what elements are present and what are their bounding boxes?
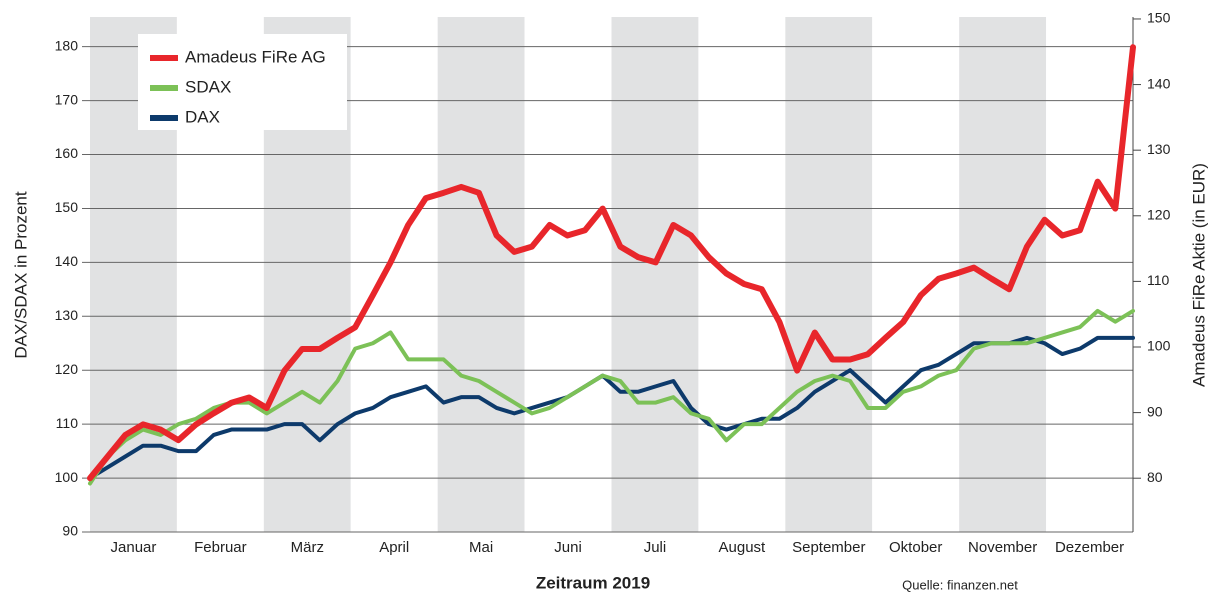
y2-axis-label: Amadeus FiRe Aktie (in EUR)	[1189, 163, 1208, 387]
x-axis-label: Zeitraum 2019	[536, 573, 650, 592]
month-band	[698, 17, 786, 532]
line-series	[88, 308, 1135, 486]
legend-label: Amadeus FiRe AG	[185, 47, 326, 66]
x-tick-label: Juli	[644, 539, 667, 556]
y2-tick-label: 100	[1147, 338, 1171, 354]
y-axis-label: DAX/SDAX in Prozent	[11, 191, 30, 359]
y2-tick-label: 130	[1147, 141, 1171, 157]
y-tick-label: 120	[55, 361, 79, 377]
month-band	[524, 17, 612, 532]
month-band	[611, 17, 699, 532]
month-band	[959, 17, 1047, 532]
source: Quelle: finanzen.net	[902, 577, 1018, 592]
x-tick-label: März	[291, 539, 324, 556]
x-tick-label: Januar	[111, 539, 157, 556]
y-tick-label: 170	[55, 91, 79, 107]
x-tick-label: Oktober	[889, 539, 942, 556]
line-series	[87, 44, 1136, 482]
x-tick-label: Juni	[554, 539, 582, 556]
y-tick-label: 140	[55, 253, 79, 269]
x-tick-label: April	[379, 539, 409, 556]
y-tick-label: 150	[55, 199, 79, 215]
y2-tick-label: 150	[1147, 10, 1171, 26]
x-tick-label: November	[968, 539, 1037, 556]
x-tick-label: September	[792, 539, 865, 556]
y2-tick-label: 110	[1147, 272, 1170, 288]
y-tick-label: 110	[56, 415, 79, 431]
y-tick-label: 160	[55, 145, 79, 161]
y-tick-label: 90	[62, 523, 78, 539]
legend-label: DAX	[185, 107, 220, 126]
x-tick-label: Mai	[469, 539, 493, 556]
y2-tick-label: 80	[1147, 469, 1163, 485]
month-band	[350, 17, 438, 532]
legend-box	[138, 34, 347, 130]
y-tick-label: 180	[55, 37, 79, 53]
legend-label: SDAX	[185, 77, 231, 96]
month-band	[1046, 17, 1133, 532]
y2-tick-label: 90	[1147, 403, 1163, 419]
month-band	[437, 17, 525, 532]
month-band	[785, 17, 873, 532]
y-tick-label: 100	[55, 469, 79, 485]
y2-tick-label: 140	[1147, 75, 1171, 91]
line-series	[88, 335, 1135, 481]
y2-tick-label: 120	[1147, 206, 1171, 222]
x-tick-label: Februar	[194, 539, 247, 556]
x-tick-label: August	[719, 539, 767, 556]
x-tick-label: Dezember	[1055, 539, 1124, 556]
y-tick-label: 130	[55, 307, 79, 323]
